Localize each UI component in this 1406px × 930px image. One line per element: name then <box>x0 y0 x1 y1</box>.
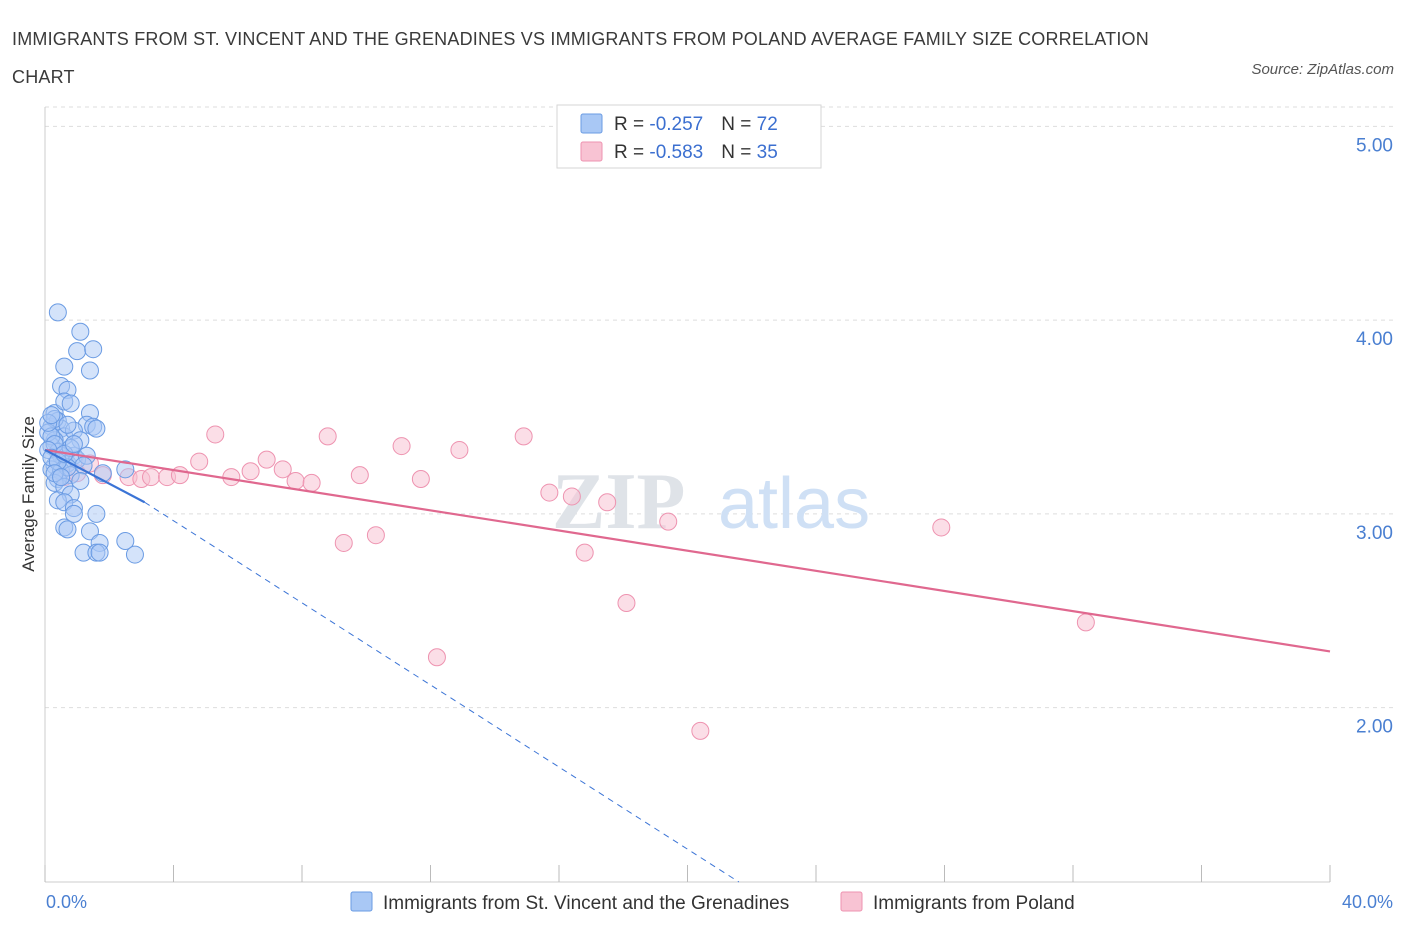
poland-point <box>241 462 260 481</box>
axes <box>44 107 1330 883</box>
poland-point <box>302 473 321 492</box>
source-label: Source: ZipAtlas.com <box>1251 61 1394 78</box>
poland-point <box>659 512 678 531</box>
legend-row-2: R = -0.583 N = 35 <box>614 142 778 163</box>
poland-point <box>575 543 594 562</box>
poland-point <box>222 468 241 487</box>
svg-point <box>80 361 99 380</box>
trend-line-svg-extended <box>144 501 740 883</box>
poland-point <box>617 594 636 612</box>
trend-lines <box>44 448 1331 883</box>
chart-title: IMMIGRANTS FROM ST. VINCENT AND THE GREN… <box>12 29 1149 87</box>
watermark: ZIP atlas <box>552 458 870 546</box>
poland-point <box>273 460 292 479</box>
svg-point <box>80 522 99 541</box>
poland-point <box>257 450 276 469</box>
y-tick-label: 4.00 <box>1356 329 1393 350</box>
watermark-atlas: atlas <box>718 464 870 544</box>
bottom-legend-swatch-blue <box>350 891 373 912</box>
bottom-legend: Immigrants from St. Vincent and the Gren… <box>350 891 1075 914</box>
poland-point <box>540 483 559 502</box>
svg-point <box>52 468 71 487</box>
poland-point <box>142 468 161 487</box>
x-ticks <box>44 865 1331 882</box>
poland-point <box>411 470 430 488</box>
svg-point <box>58 520 77 539</box>
bottom-legend-swatch-pink <box>840 891 863 912</box>
y-tick-label: 5.00 <box>1356 135 1393 156</box>
x-tick-label-max: 40.0% <box>1342 892 1393 912</box>
poland-point <box>190 452 209 471</box>
svg-point <box>61 394 80 413</box>
svg-point <box>64 435 83 454</box>
poland-point <box>286 471 305 490</box>
poland-point <box>318 427 337 446</box>
svg-point <box>55 357 74 376</box>
svg-point <box>48 303 67 322</box>
svg-point <box>71 471 90 490</box>
svg-point <box>116 532 135 550</box>
y-tick-labels: 2.00 3.00 4.00 5.00 <box>1356 135 1393 737</box>
poland-point <box>450 440 469 459</box>
poland-point <box>562 487 581 506</box>
series-svg-points <box>39 303 144 564</box>
grid <box>45 106 1393 709</box>
svg-point <box>64 504 83 523</box>
poland-point <box>350 466 369 485</box>
trend-line-svg <box>44 448 146 504</box>
poland-point <box>334 533 353 552</box>
bottom-legend-label-blue: Immigrants from St. Vincent and the Gren… <box>383 893 789 914</box>
x-tick-label-min: 0.0% <box>46 892 87 912</box>
svg-point <box>68 342 87 361</box>
svg-point <box>71 322 90 341</box>
legend: R = -0.257 N = 72 R = -0.583 N = 35 <box>556 104 822 169</box>
poland-point <box>1076 613 1095 632</box>
y-tick-label: 2.00 <box>1356 717 1393 738</box>
legend-row-1: R = -0.257 N = 72 <box>614 114 778 135</box>
poland-point <box>427 648 446 667</box>
poland-point <box>206 425 225 444</box>
svg-point <box>58 415 77 434</box>
poland-point <box>366 526 385 545</box>
poland-point <box>598 493 617 512</box>
svg-point <box>125 545 144 564</box>
poland-point <box>691 721 710 740</box>
svg-point <box>84 340 103 359</box>
legend-swatch-pink <box>580 141 603 162</box>
svg-point <box>90 543 109 562</box>
poland-point <box>514 427 533 446</box>
poland-point <box>392 437 411 456</box>
legend-swatch-blue <box>580 113 603 134</box>
poland-point <box>932 518 951 537</box>
trend-line-poland <box>44 448 1331 653</box>
y-axis-label: Average Family Size <box>19 416 38 572</box>
svg-point <box>87 419 106 438</box>
svg-point <box>116 460 135 479</box>
svg-point <box>42 406 61 425</box>
svg-point <box>87 504 106 523</box>
bottom-legend-label-pink: Immigrants from Poland <box>873 893 1075 914</box>
y-tick-label: 3.00 <box>1356 523 1393 544</box>
